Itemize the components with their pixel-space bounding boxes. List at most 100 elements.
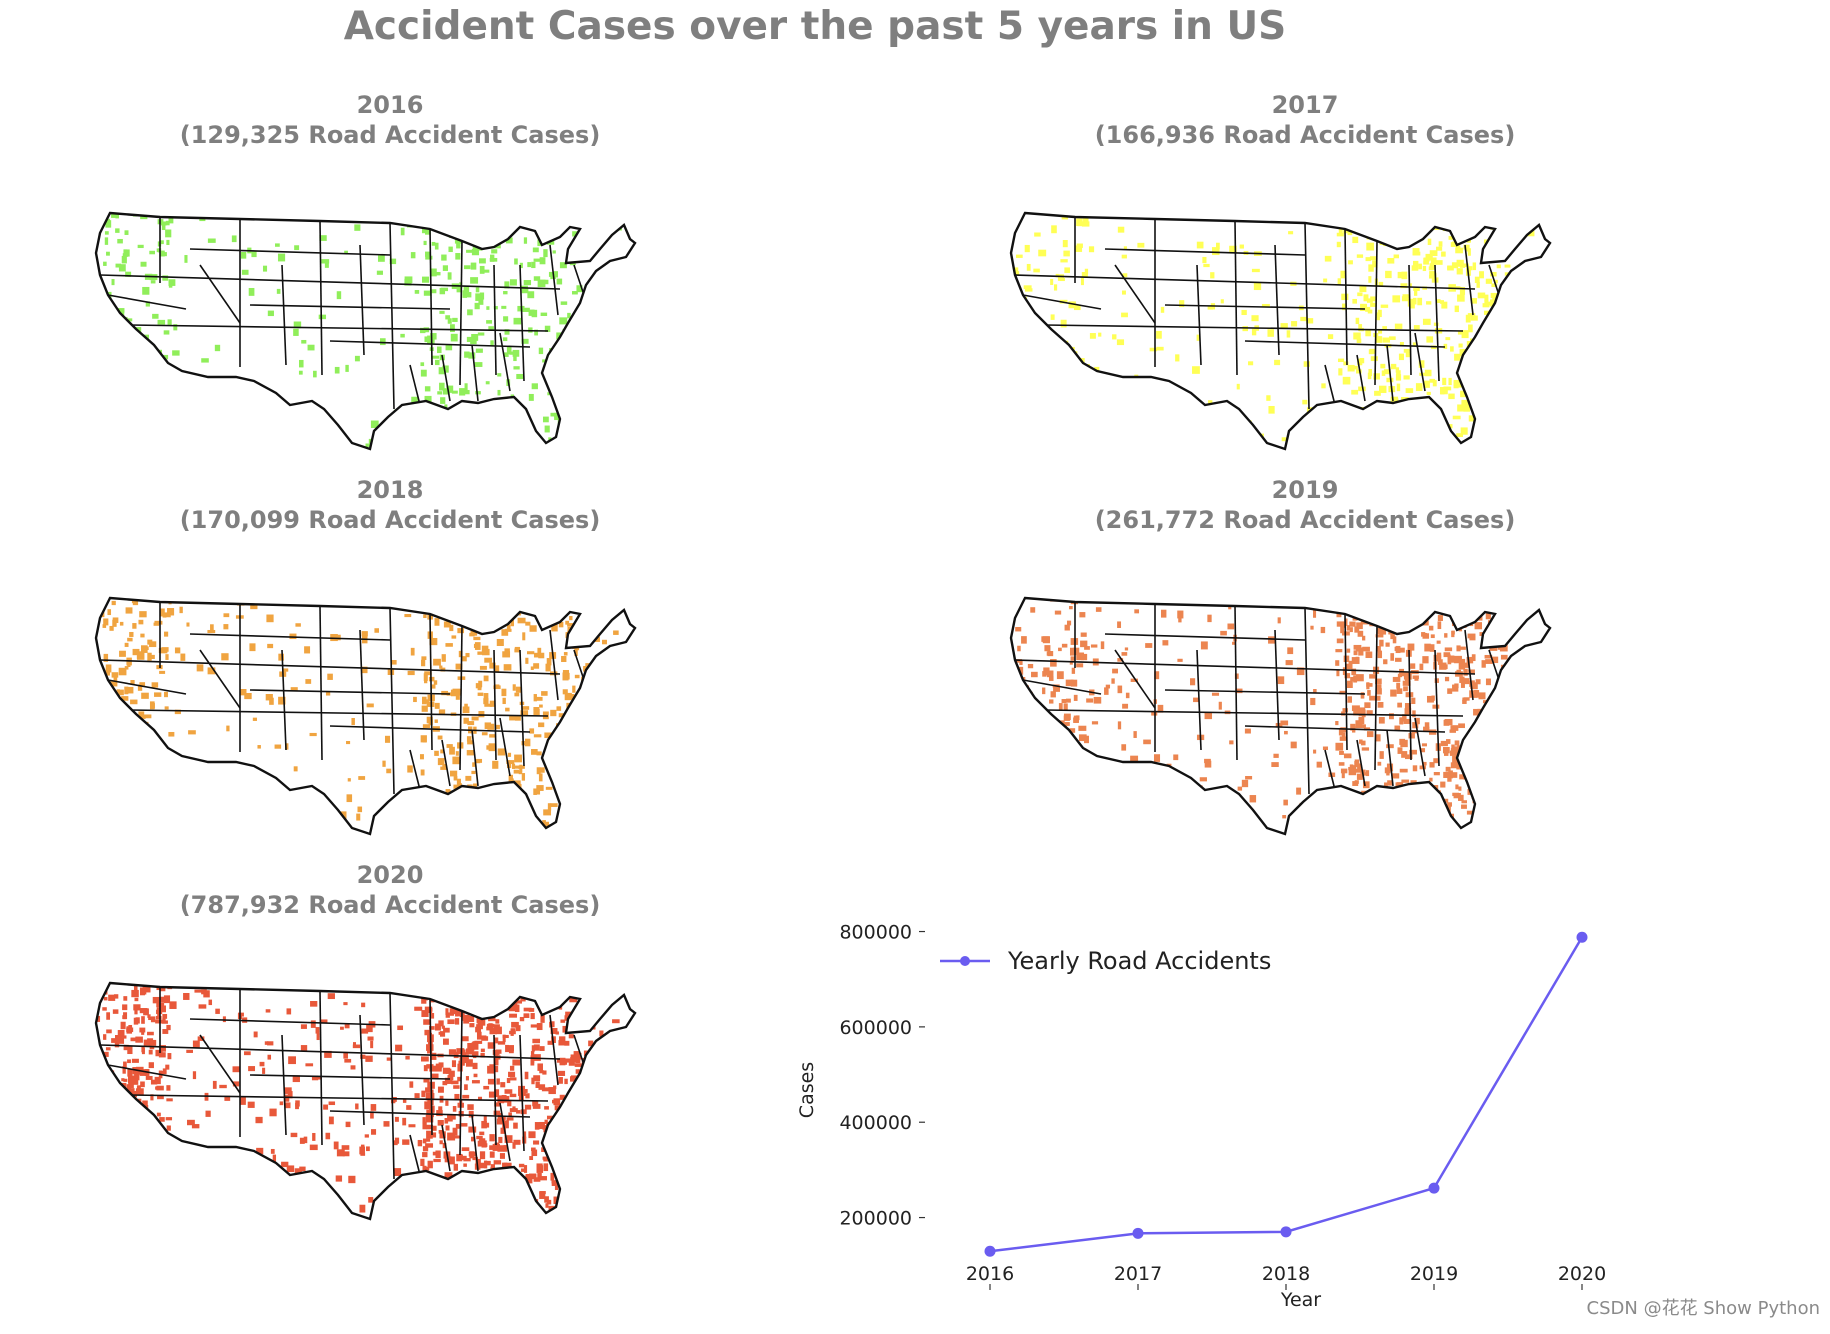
accident-point [1421, 809, 1427, 815]
accident-point [1553, 379, 1557, 384]
accident-point [618, 1193, 627, 1200]
accident-point [104, 753, 110, 761]
accident-point [122, 1035, 127, 1039]
accident-point [115, 348, 123, 355]
accident-point [567, 1180, 573, 1185]
accident-point [191, 1124, 200, 1129]
accident-point [439, 1140, 443, 1145]
accident-point [471, 1080, 480, 1084]
accident-point [550, 803, 558, 807]
accident-point [1162, 799, 1166, 806]
accident-point [1498, 446, 1503, 449]
accident-point [469, 228, 476, 235]
accident-point [1475, 739, 1481, 748]
accident-point [1336, 454, 1341, 459]
accident-point [1483, 449, 1488, 456]
state-border [199, 1034, 241, 1094]
accident-point [476, 1031, 482, 1040]
accident-point [444, 1118, 449, 1124]
accident-point [481, 1120, 487, 1129]
accident-point [1085, 791, 1091, 795]
accident-point [1405, 388, 1414, 394]
accident-point [1394, 443, 1402, 449]
accident-point [463, 214, 468, 219]
accident-point [104, 746, 110, 753]
accident-point [366, 1024, 373, 1033]
accident-point [1360, 805, 1365, 814]
accident-point [649, 286, 655, 291]
accident-point [431, 241, 436, 246]
accident-point [490, 254, 495, 262]
accident-point [110, 436, 117, 442]
accident-point [104, 237, 109, 245]
accident-point [1377, 761, 1382, 766]
accident-point [102, 687, 108, 696]
accident-point [1466, 810, 1473, 815]
accident-point [305, 1063, 314, 1067]
accident-point [1282, 815, 1287, 819]
accident-point [1435, 260, 1443, 265]
accident-point [295, 623, 301, 627]
accident-point [472, 246, 478, 253]
accident-point [437, 1214, 446, 1219]
accident-point [230, 213, 236, 214]
accident-point [544, 1119, 548, 1124]
accident-point [565, 620, 570, 625]
accident-point [1458, 723, 1465, 729]
accident-point [1341, 421, 1347, 430]
accident-point [1036, 802, 1043, 807]
accident-point [1011, 657, 1013, 662]
accident-point [1422, 265, 1427, 272]
accident-point [420, 362, 425, 367]
accident-point [170, 1225, 174, 1232]
accident-point [1429, 271, 1436, 276]
accident-point [496, 1145, 500, 1150]
accident-point [1432, 704, 1440, 709]
accident-point [447, 272, 452, 280]
accident-point [1440, 389, 1445, 395]
accident-point [494, 623, 501, 628]
accident-point [212, 1080, 217, 1089]
accident-point [1356, 622, 1363, 630]
accident-point [138, 1214, 144, 1219]
state-border [1274, 244, 1280, 356]
accident-point [156, 1007, 160, 1013]
accident-point [546, 658, 552, 666]
accident-point [575, 1140, 581, 1147]
accident-point [440, 287, 449, 292]
accident-point [1404, 675, 1411, 683]
accident-point [512, 765, 521, 769]
accident-point [119, 650, 126, 657]
state-border [499, 332, 511, 392]
accident-point [420, 1181, 426, 1186]
accident-point [1016, 376, 1024, 384]
accident-point [113, 1103, 117, 1111]
accident-point [1284, 730, 1288, 735]
accident-point [609, 336, 616, 343]
accident-point [1339, 690, 1347, 695]
accident-point [1412, 710, 1416, 718]
accident-point [214, 1222, 218, 1226]
accident-point [343, 1002, 348, 1006]
accident-point [577, 401, 581, 405]
accident-point [1248, 361, 1254, 366]
accident-point [1076, 652, 1085, 661]
accident-point [119, 621, 124, 626]
accident-point [1361, 747, 1370, 751]
accident-point [1545, 704, 1550, 710]
state-border [471, 344, 479, 402]
accident-point [1474, 754, 1479, 760]
accident-point [426, 716, 433, 724]
accident-point [286, 1008, 292, 1015]
accident-point [107, 609, 112, 616]
accident-point [430, 333, 437, 340]
accident-point [628, 988, 633, 995]
accident-point [637, 987, 645, 995]
accident-point [1438, 241, 1443, 247]
accident-point [1074, 780, 1080, 787]
state-border [189, 248, 391, 256]
accident-point [394, 1116, 399, 1122]
accident-point [1362, 646, 1370, 652]
accident-point [1335, 598, 1343, 604]
accident-point [172, 350, 180, 356]
